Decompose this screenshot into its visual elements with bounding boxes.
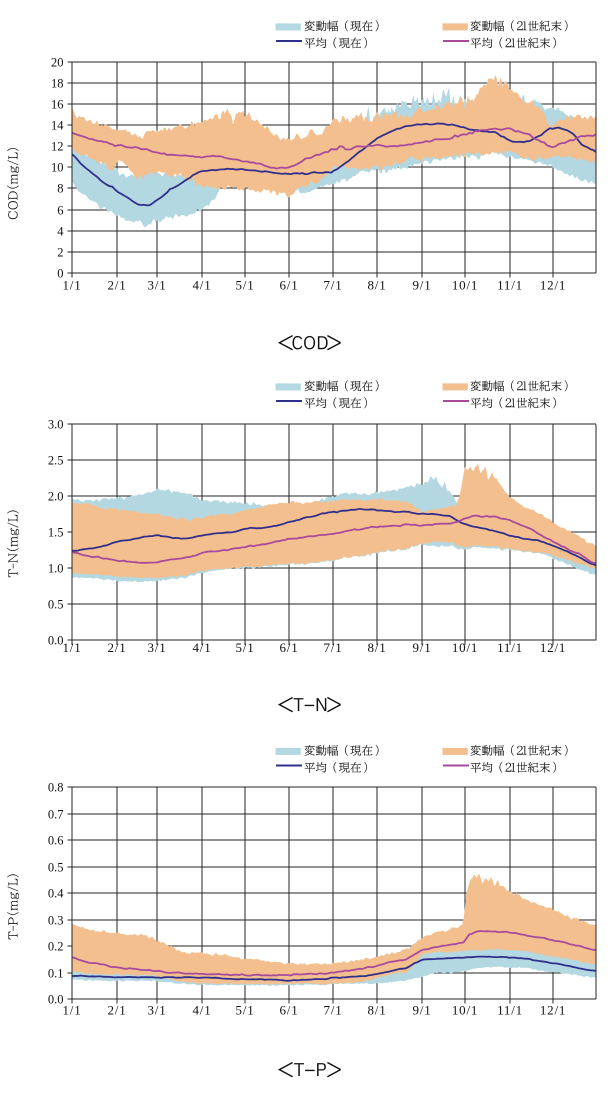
svg-text:3/1: 3/1 — [147, 278, 166, 293]
svg-text:0.0: 0.0 — [48, 992, 64, 1006]
svg-text:4/1: 4/1 — [192, 640, 211, 655]
svg-text:5/1: 5/1 — [235, 1003, 254, 1018]
svg-text:0.6: 0.6 — [48, 833, 64, 847]
svg-text:0.7: 0.7 — [48, 807, 64, 821]
svg-text:0.2: 0.2 — [48, 939, 64, 953]
svg-text:7/1: 7/1 — [323, 278, 342, 293]
svg-text:6/1: 6/1 — [279, 1003, 298, 1018]
svg-text:6/1: 6/1 — [279, 640, 298, 655]
svg-text:9/1: 9/1 — [412, 640, 431, 655]
svg-text:0.8: 0.8 — [48, 780, 64, 794]
svg-text:10/1: 10/1 — [452, 1003, 478, 1018]
svg-text:1.0: 1.0 — [48, 561, 64, 575]
svg-text:0.0: 0.0 — [48, 633, 64, 647]
svg-text:2: 2 — [57, 245, 63, 259]
svg-text:9/1: 9/1 — [412, 278, 431, 293]
svg-text:1/1: 1/1 — [62, 1003, 81, 1018]
svg-text:1.5: 1.5 — [48, 525, 64, 539]
svg-text:9/1: 9/1 — [412, 1003, 431, 1018]
svg-text:0.5: 0.5 — [48, 860, 64, 874]
svg-text:12/1: 12/1 — [540, 640, 566, 655]
svg-text:12: 12 — [51, 139, 64, 153]
svg-text:0: 0 — [57, 266, 63, 280]
svg-text:20: 20 — [51, 55, 64, 69]
svg-text:8/1: 8/1 — [367, 1003, 386, 1018]
svg-text:11/1: 11/1 — [497, 1003, 523, 1018]
svg-text:3.0: 3.0 — [48, 417, 64, 431]
svg-text:2/1: 2/1 — [107, 1003, 126, 1018]
svg-text:5/1: 5/1 — [235, 640, 254, 655]
svg-text:1/1: 1/1 — [62, 278, 81, 293]
svg-text:8: 8 — [57, 181, 63, 195]
svg-text:12/1: 12/1 — [540, 1003, 566, 1018]
svg-text:2.5: 2.5 — [48, 453, 64, 467]
svg-text:2.0: 2.0 — [48, 489, 64, 503]
svg-text:6/1: 6/1 — [279, 278, 298, 293]
svg-text:5/1: 5/1 — [235, 278, 254, 293]
svg-text:0.4: 0.4 — [48, 886, 64, 900]
svg-text:2/1: 2/1 — [107, 640, 126, 655]
svg-text:10/1: 10/1 — [452, 278, 478, 293]
svg-text:18: 18 — [51, 76, 64, 90]
svg-text:11/1: 11/1 — [497, 640, 523, 655]
svg-text:4/1: 4/1 — [192, 278, 211, 293]
svg-text:7/1: 7/1 — [323, 1003, 342, 1018]
svg-text:0.5: 0.5 — [48, 597, 64, 611]
svg-text:6: 6 — [57, 203, 63, 217]
svg-text:12/1: 12/1 — [540, 278, 566, 293]
svg-text:11/1: 11/1 — [497, 278, 523, 293]
svg-text:10/1: 10/1 — [452, 640, 478, 655]
svg-text:3/1: 3/1 — [147, 640, 166, 655]
svg-text:2/1: 2/1 — [107, 278, 126, 293]
svg-text:3/1: 3/1 — [147, 1003, 166, 1018]
svg-text:14: 14 — [51, 118, 64, 132]
svg-text:0.1: 0.1 — [48, 966, 64, 980]
svg-text:0.3: 0.3 — [48, 913, 64, 927]
svg-text:8/1: 8/1 — [367, 278, 386, 293]
svg-text:1/1: 1/1 — [62, 640, 81, 655]
svg-text:7/1: 7/1 — [323, 640, 342, 655]
svg-text:16: 16 — [51, 97, 64, 111]
svg-text:4/1: 4/1 — [192, 1003, 211, 1018]
svg-text:4: 4 — [57, 224, 64, 238]
svg-text:10: 10 — [51, 160, 64, 174]
svg-text:8/1: 8/1 — [367, 640, 386, 655]
